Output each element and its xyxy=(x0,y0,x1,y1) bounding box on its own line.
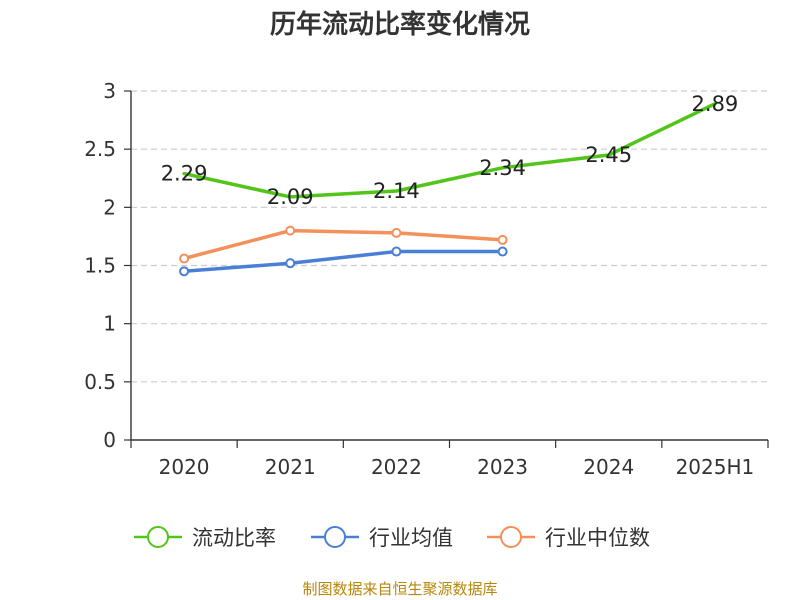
x-tick-label: 2020 xyxy=(159,455,210,479)
legend-item[interactable]: 行业中位数 xyxy=(487,526,650,550)
series-line xyxy=(182,249,505,274)
data-point xyxy=(497,246,508,257)
y-tick-label: 2 xyxy=(103,195,116,219)
y-tick-label: 2.5 xyxy=(84,137,116,161)
legend-label: 行业均值 xyxy=(369,526,453,550)
data-label: 2.09 xyxy=(267,185,314,209)
data-point xyxy=(391,246,402,257)
data-label: 2.34 xyxy=(479,156,526,180)
x-tick-label: 2021 xyxy=(265,455,316,479)
data-labels: 2.29 2.09 2.14 2.34 2.45 2.89 xyxy=(161,92,739,209)
y-tick-label: 3 xyxy=(103,79,116,103)
legend-marker-icon xyxy=(500,526,522,548)
axes: 0 0.5 1 1.5 2 2.5 3 2020 2021 2022 2023 2024 2025H1 xyxy=(84,79,769,479)
x-tick-label: 2025H1 xyxy=(676,455,755,479)
legend-label: 行业中位数 xyxy=(545,526,650,550)
y-tick-label: 0 xyxy=(103,428,116,452)
chart-title: 历年流动比率变化情况 xyxy=(270,9,530,40)
data-point xyxy=(179,266,190,277)
data-point xyxy=(391,227,402,238)
legend-label: 流动比率 xyxy=(192,526,276,550)
data-point xyxy=(497,234,508,245)
grid-lines xyxy=(131,90,768,383)
data-point xyxy=(285,225,296,236)
data-point xyxy=(179,253,190,264)
legend-marker-icon xyxy=(324,526,346,548)
y-tick-label: 0.5 xyxy=(84,370,116,394)
legend-item[interactable]: 行业均值 xyxy=(311,526,453,550)
legend-item[interactable]: 流动比率 xyxy=(134,526,276,550)
series-line xyxy=(182,102,717,199)
legend-marker-icon xyxy=(147,526,169,548)
data-label: 2.45 xyxy=(585,143,632,167)
legend[interactable]: 流动比率 行业均值 行业中位数 xyxy=(134,526,650,550)
data-label: 2.29 xyxy=(161,162,208,186)
series-lines xyxy=(179,102,717,277)
source-note: 制图数据来自恒生聚源数据库 xyxy=(302,580,497,598)
x-tick-label: 2024 xyxy=(583,455,634,479)
data-label: 2.89 xyxy=(692,92,739,116)
x-tick-label: 2023 xyxy=(477,455,528,479)
data-point xyxy=(285,258,296,269)
data-label: 2.14 xyxy=(373,179,420,203)
x-tick-label: 2022 xyxy=(371,455,422,479)
y-tick-label: 1.5 xyxy=(84,254,116,278)
y-tick-label: 1 xyxy=(103,312,116,336)
series-line xyxy=(182,228,505,261)
